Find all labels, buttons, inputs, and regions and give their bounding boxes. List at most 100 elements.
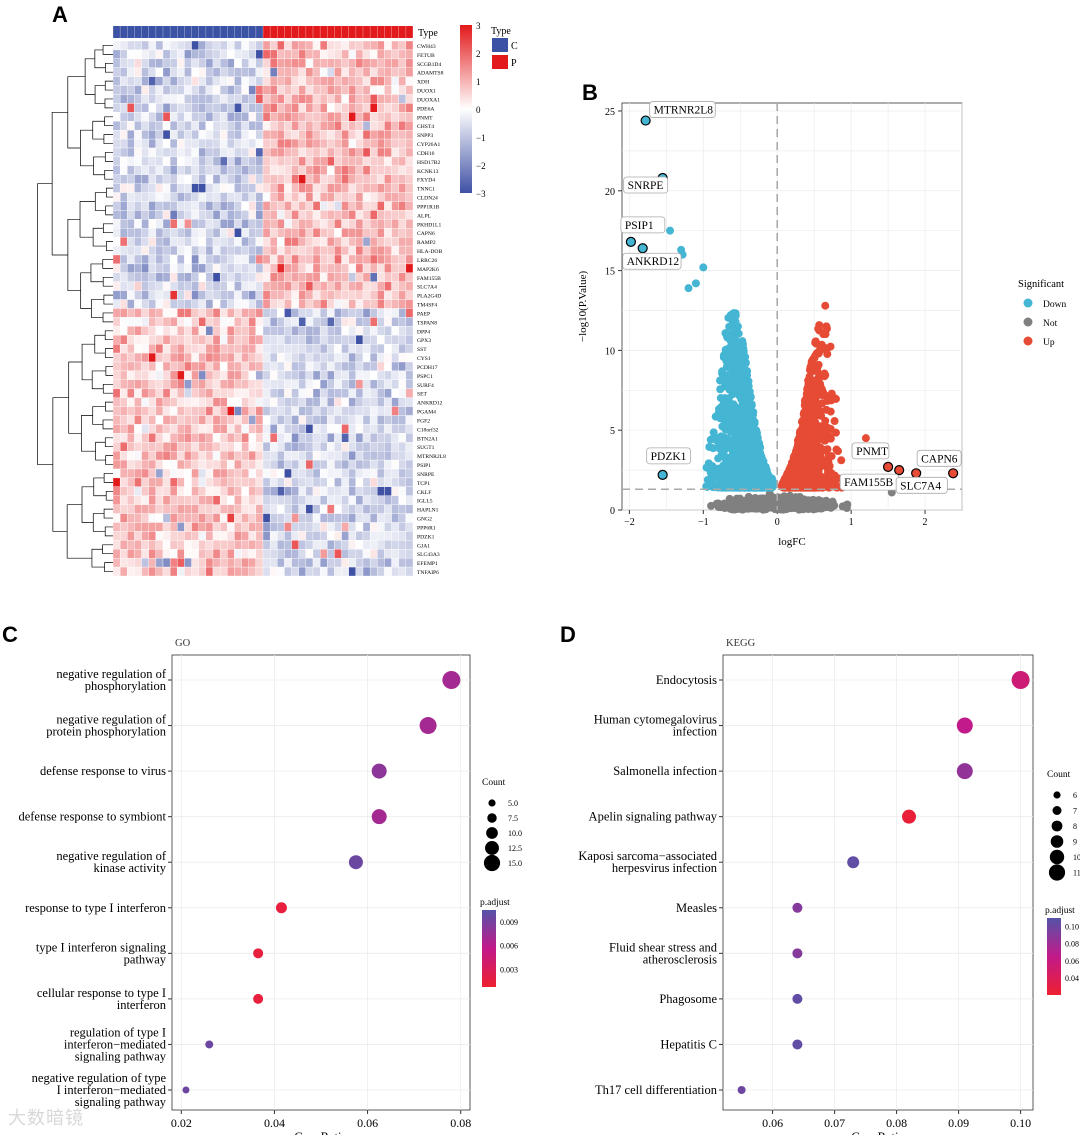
heatmap-cell (334, 522, 342, 532)
heatmap-cell (377, 557, 385, 568)
heatmap-cell (112, 165, 121, 175)
heatmap-cell (112, 156, 121, 167)
heatmap-cell (227, 468, 235, 479)
heatmap-cell (248, 165, 257, 175)
heatmap-cell (155, 138, 164, 149)
heatmap-cell (198, 272, 207, 282)
heatmap-cell (127, 192, 135, 202)
heatmap-cell (327, 210, 335, 220)
heatmap-cell (212, 513, 221, 523)
heatmap-cell (262, 566, 271, 577)
heatmap-cell (405, 352, 414, 363)
heatmap-cell (112, 415, 121, 425)
heatmap-cell (277, 94, 285, 104)
heatmap-cell (127, 165, 135, 175)
heatmap-cell (334, 477, 342, 488)
heatmap-cell (212, 415, 221, 425)
heatmap-cell (269, 121, 278, 131)
heatmap-cell (148, 388, 157, 398)
heatmap-cell (127, 174, 135, 184)
gene-label: ANKRD12 (417, 401, 443, 407)
x-tick-label: 2 (923, 517, 928, 528)
heatmap-cell (184, 254, 192, 265)
heatmap-cell (219, 49, 228, 60)
y-tick-label: 25 (605, 107, 615, 118)
heatmap-cell (284, 165, 292, 175)
heatmap-cell (177, 156, 185, 167)
heatmap-cell (219, 156, 228, 167)
heatmap-cell (219, 76, 228, 86)
y-tick-label: 10 (605, 346, 615, 357)
heatmap-cell (398, 486, 407, 496)
heatmap-cell (234, 49, 242, 60)
heatmap-cell (148, 370, 157, 381)
heatmap-cell (355, 147, 364, 158)
heatmap-cell (377, 299, 385, 309)
heatmap-cell (327, 183, 335, 193)
heatmap-cell (148, 219, 157, 229)
heatmap-cell (205, 388, 214, 398)
gene-label: HSD17B2 (417, 160, 441, 166)
heatmap-cell (219, 495, 228, 505)
heatmap-cell (312, 522, 321, 532)
heatmap-cell (255, 361, 264, 372)
heatmap-cell (362, 424, 371, 434)
heatmap-cell (298, 495, 307, 505)
heatmap-cell (119, 549, 128, 559)
heatmap-cell (334, 326, 342, 336)
heatmap-cell (119, 112, 128, 122)
heatmap-cell (248, 228, 257, 238)
heatmap-cell (212, 245, 221, 256)
heatmap-legend-tick: 0 (476, 105, 481, 115)
heatmap-cell (319, 495, 328, 505)
heatmap-cell (391, 424, 399, 434)
heatmap-cell (212, 450, 221, 461)
heatmap-cell (284, 468, 292, 479)
heatmap-cell (305, 183, 314, 193)
heatmap-cell (248, 147, 257, 158)
heatmap-cell (177, 531, 185, 541)
heatmap-cell (205, 210, 214, 220)
heatmap-cell (234, 352, 242, 363)
gene-label: SST (417, 347, 427, 353)
heatmap-cell (248, 308, 257, 318)
heatmap-cell (319, 165, 328, 175)
heatmap-cell (184, 433, 192, 443)
heatmap-cell (334, 165, 342, 175)
heatmap-cell (398, 459, 407, 470)
heatmap-panel: TypeCWH43FETUBSCGB1D4ADAMTS8XDHDUOX1DUOX… (37, 21, 518, 577)
heatmap-cell (141, 94, 149, 104)
heatmap-cell (191, 424, 199, 434)
heatmap-cell (284, 406, 292, 416)
heatmap-cell (148, 397, 157, 407)
heatmap-cell (198, 513, 207, 523)
heatmap-cell (298, 370, 307, 381)
heatmap-cell (184, 477, 192, 488)
gene-label: TNFAIP6 (417, 570, 439, 576)
heatmap-cell (348, 103, 357, 113)
heatmap-cell (191, 477, 199, 488)
heatmap-cell (169, 513, 178, 523)
heatmap-cell (148, 228, 157, 238)
heatmap-cell (127, 343, 135, 354)
heatmap-cell (127, 540, 135, 550)
heatmap-cell (269, 343, 278, 354)
heatmap-cell (341, 450, 349, 461)
dendrogram-branch (51, 111, 68, 256)
heatmap-cell (284, 557, 292, 568)
heatmap-cell (384, 513, 392, 523)
heatmap-cell (269, 540, 278, 550)
heatmap-cell (127, 406, 135, 416)
heatmap-cell (127, 317, 135, 327)
heatmap-cell (234, 308, 242, 318)
heatmap-cell (227, 379, 235, 389)
heatmap-cell (384, 335, 392, 345)
heatmap-cell (212, 459, 221, 470)
heatmap-cell (362, 245, 371, 256)
heatmap-cell (377, 326, 385, 336)
heatmap-cell (112, 450, 121, 461)
point-down (757, 477, 766, 486)
heatmap-cell (277, 388, 285, 398)
heatmap-cell (262, 433, 271, 443)
heatmap-cell (227, 40, 235, 51)
